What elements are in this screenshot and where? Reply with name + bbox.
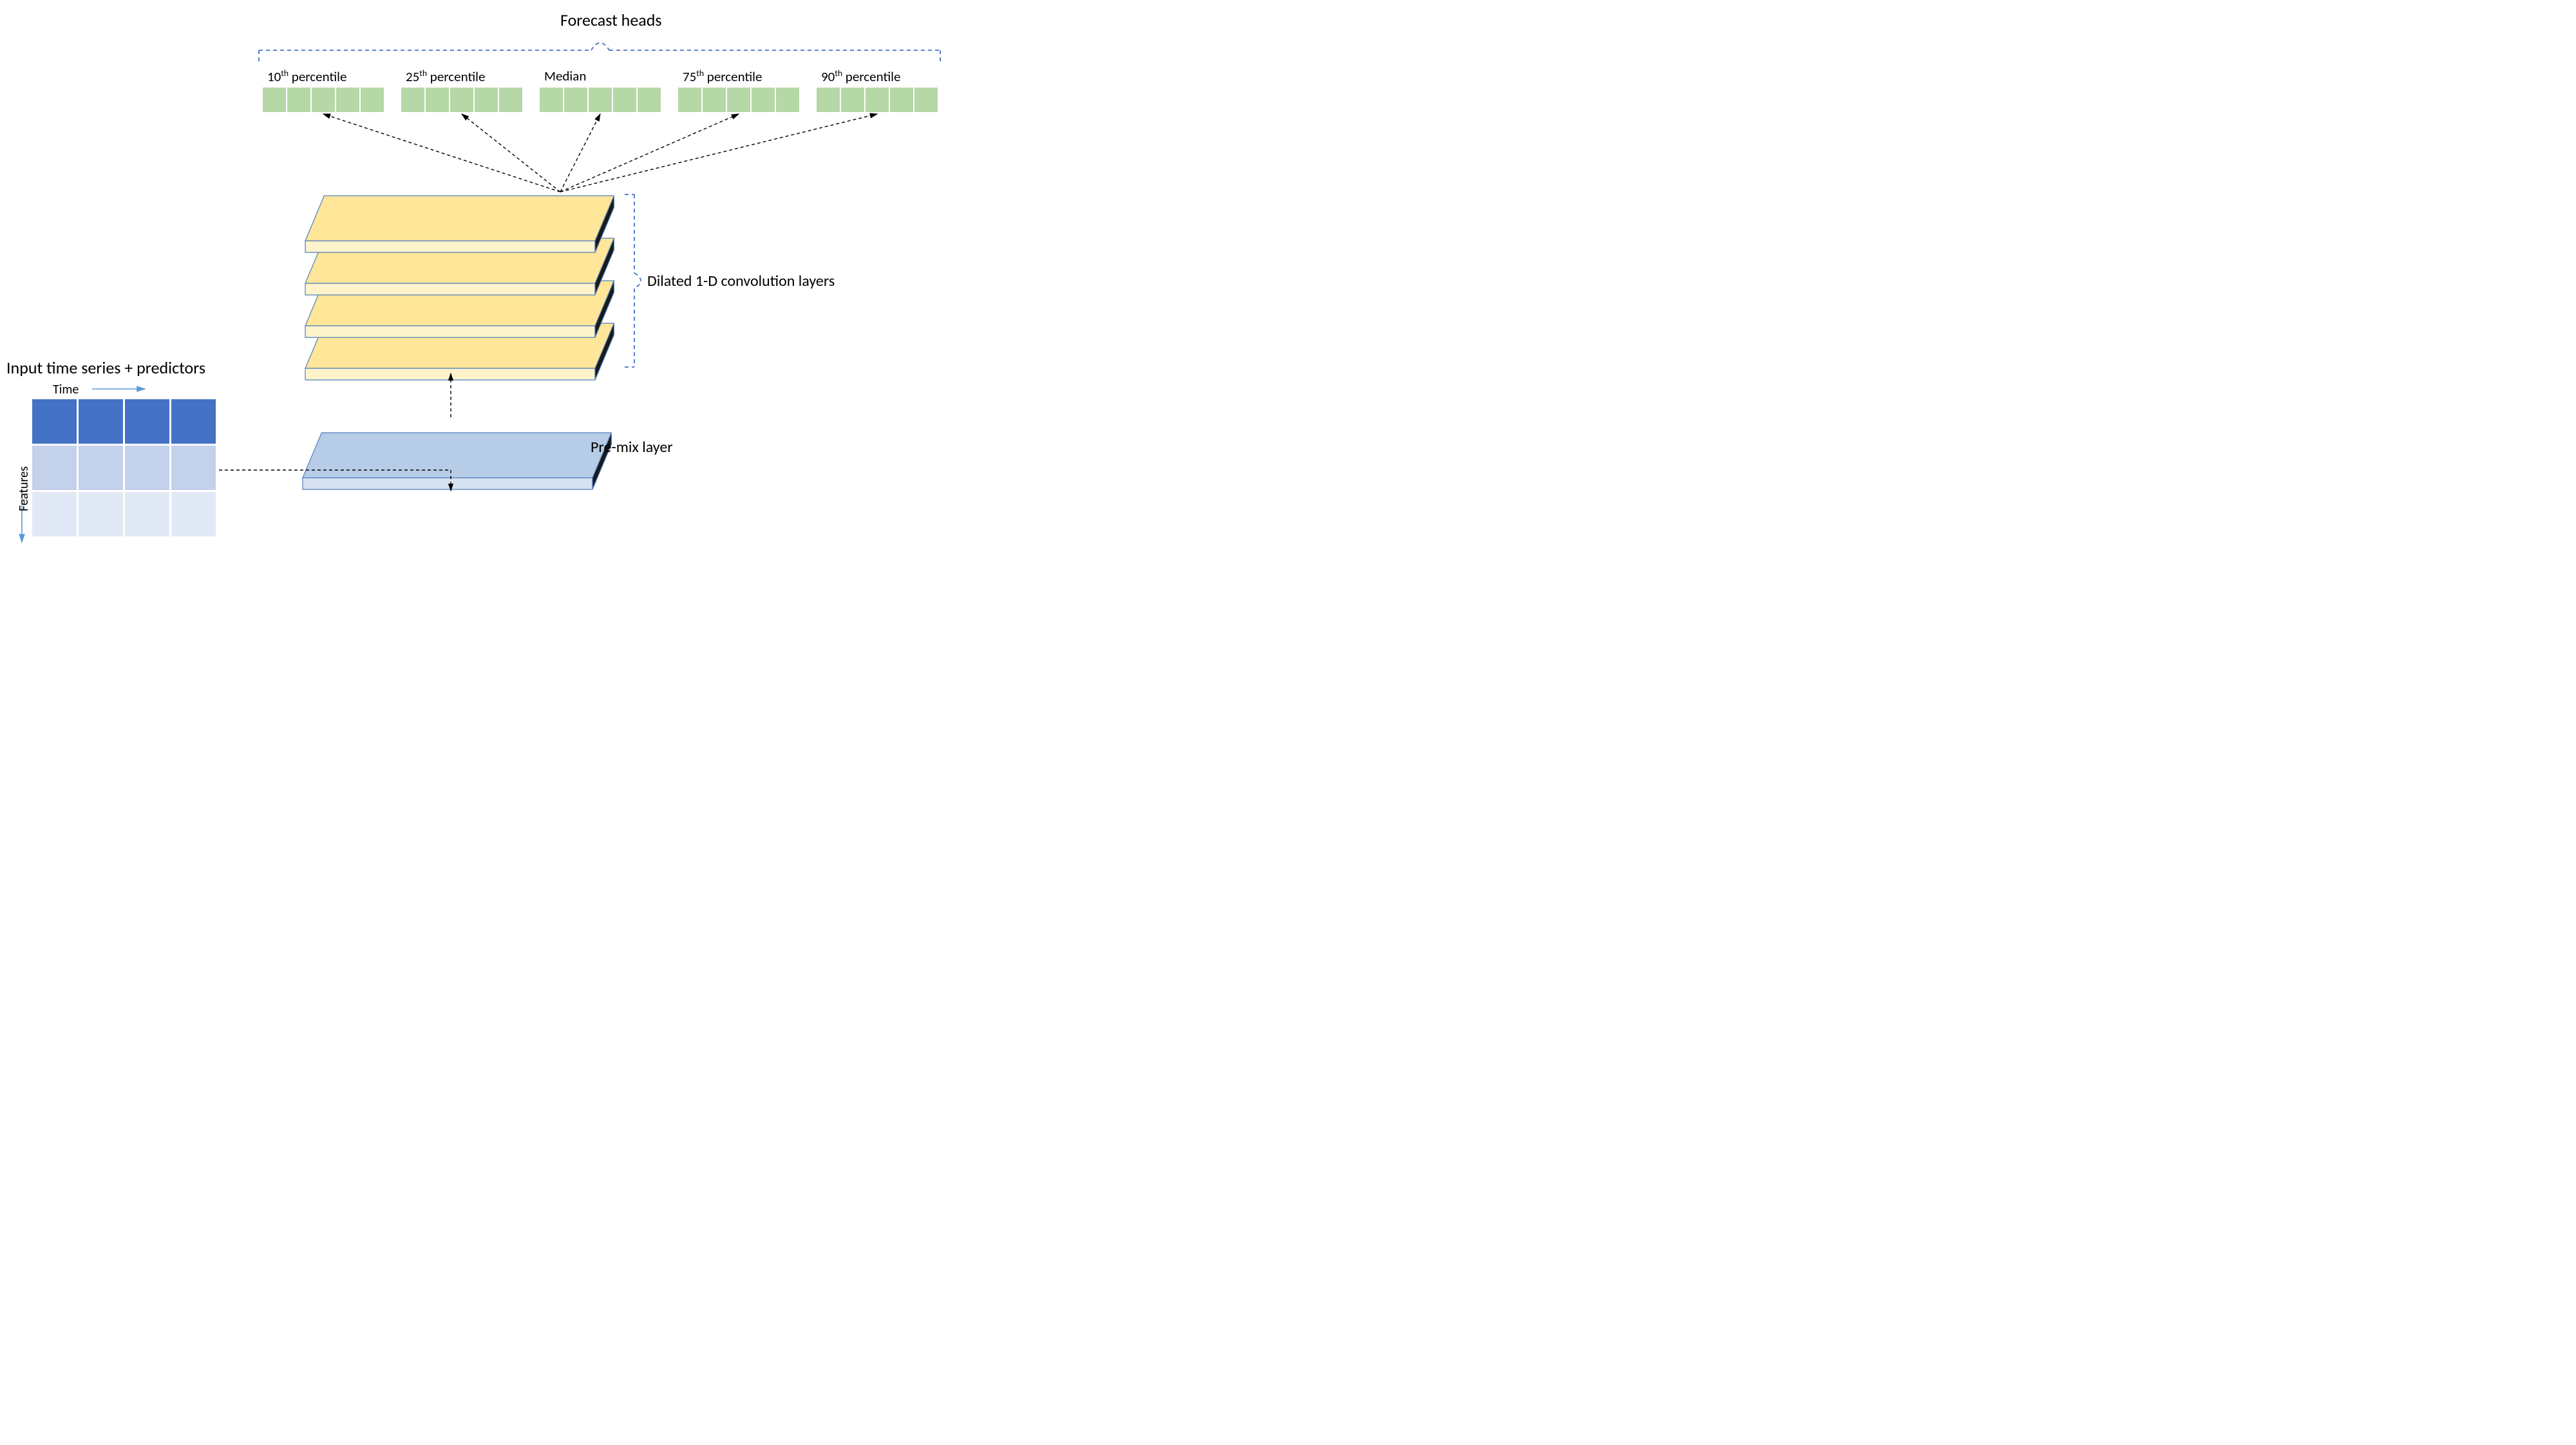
forecast-head	[816, 87, 938, 113]
forecast-head-label: 10th percentile	[267, 68, 346, 85]
forecast-head-label: 25th percentile	[406, 68, 485, 85]
forecast-heads-title: Forecast heads	[560, 10, 662, 30]
forecast-head	[677, 87, 800, 113]
forecast-head	[262, 87, 384, 113]
premix-layer-label: Pre-mix layer	[591, 438, 673, 457]
forecast-head	[401, 87, 523, 113]
forecast-head-label: 75th percentile	[683, 68, 762, 85]
forecast-head-label: Median	[544, 68, 586, 84]
input-series-title: Input time series + predictors	[6, 357, 205, 378]
forecast-head	[539, 87, 661, 113]
forecast-head-label: 90th percentile	[821, 68, 900, 85]
time-axis-label: Time	[53, 382, 79, 397]
dilated-layers-label: Dilated 1-D convolution layers	[647, 272, 835, 290]
features-axis-label: Features	[16, 466, 32, 511]
